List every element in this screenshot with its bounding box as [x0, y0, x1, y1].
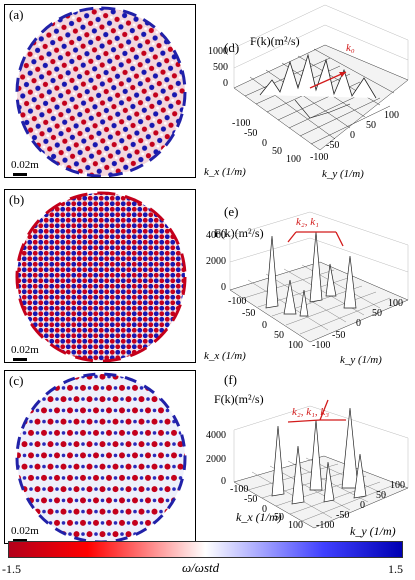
scale-label-b: 0.02m [11, 344, 39, 356]
ky-tick-e-4: 100 [388, 298, 403, 309]
kx-label-e: k_x (1/m) [204, 350, 246, 362]
ky-tick-f-1: -50 [336, 510, 350, 521]
ky-tick-f-0: -100 [316, 520, 335, 531]
ztick-f-1: 2000 [206, 454, 226, 465]
annotation-d: k₀ [346, 42, 355, 54]
kx-tick-d-0: -100 [232, 118, 251, 129]
colorbar [8, 541, 403, 558]
vorticity-field-c [15, 372, 187, 543]
panel-label-f: (f) [224, 372, 237, 387]
ky-tick-e-2: 0 [356, 318, 361, 329]
spectrum-panel-f: (f) F(k)(m²/s) 4000 2000 0 k₂, k₁, k₃ -1… [200, 370, 415, 540]
scale-label-c: 0.02m [11, 525, 39, 537]
ztick-f-2: 0 [221, 476, 226, 487]
panel-label-c: (c) [9, 373, 24, 388]
surface-plot-d [233, 4, 409, 151]
kx-tick-e-2: 0 [262, 320, 267, 331]
kx-tick-e-3: 50 [274, 330, 284, 341]
vorticity-field-a [15, 6, 187, 177]
ky-tick-d-1: -50 [326, 140, 340, 151]
ky-label-e: k_y (1/m) [340, 354, 382, 366]
kx-tick-d-3: 50 [272, 146, 282, 157]
kx-tick-d-1: -50 [244, 128, 258, 139]
vorticity-panel-b: (b) 0.02m [4, 189, 196, 363]
panel-label-a: (a) [9, 7, 24, 22]
kx-tick-d-4: 100 [286, 154, 301, 165]
kx-tick-f-3: 50 [274, 512, 284, 523]
ky-label-d: k_y (1/m) [322, 168, 364, 180]
scale-bar-b [13, 358, 27, 361]
scale-bar-a [13, 173, 27, 176]
ky-tick-d-2: 0 [350, 130, 355, 141]
kx-tick-e-1: -50 [242, 308, 256, 319]
ky-label-f: k_y (1/m) [350, 524, 396, 538]
ztick-f-0: 4000 [206, 430, 226, 441]
kx-tick-e-4: 100 [288, 340, 303, 351]
kx-tick-f-1: -50 [244, 494, 258, 505]
vorticity-field-b [15, 191, 187, 362]
ztick-e-1: 2000 [206, 256, 226, 267]
kx-tick-d-2: 0 [262, 138, 267, 149]
zlabel-d: F(k)(m²/s) [250, 34, 300, 48]
surface-plot-f [233, 399, 409, 529]
panel-label-e: (e) [224, 204, 239, 219]
ky-tick-f-4: 100 [390, 480, 405, 491]
ztick-d-0: 1000 [208, 46, 228, 57]
spectrum-panel-e: (e) F(k)(m²/s) 4000 2000 0 k₂, k₁ -100 -… [200, 190, 415, 375]
ky-tick-e-0: -100 [312, 340, 331, 351]
kx-label-f: k_x (1/m) [236, 510, 282, 524]
ky-tick-f-2: 0 [360, 500, 365, 511]
ztick-e-0: 4000 [206, 230, 226, 241]
surface-plot-e [229, 211, 409, 343]
annotation-e: k₂, k₁ [296, 216, 319, 228]
kx-tick-f-2: 0 [262, 504, 267, 515]
ky-tick-d-0: -100 [310, 152, 329, 163]
ky-tick-f-3: 50 [376, 490, 386, 501]
colorbar-title: ω/ωstd [182, 560, 220, 575]
spectrum-panel-d: (d) F(k)(m²/s) 1000 500 0 k₀ -100 -50 0 … [200, 0, 415, 185]
scale-bar-c [13, 539, 27, 542]
panel-label-d: (d) [224, 40, 240, 55]
kx-label-d: k_x (1/m) [204, 166, 246, 178]
colorbar-min-label: -1.5 [2, 562, 21, 576]
ztick-d-1: 500 [213, 62, 228, 73]
kx-tick-f-4: 100 [288, 520, 303, 531]
annotation-f: k₂, k₁, k₃ [292, 406, 330, 418]
ky-tick-d-3: 50 [366, 120, 376, 131]
zlabel-f: F(k)(m²/s) [214, 392, 264, 406]
ky-tick-d-4: 100 [384, 110, 399, 121]
ky-tick-e-3: 50 [372, 308, 382, 319]
vorticity-panel-c: (c) 0.02m [4, 370, 196, 544]
panel-label-b: (b) [9, 192, 25, 207]
vorticity-panel-a: (a) 0.02m [4, 4, 196, 178]
scale-label-a: 0.02m [11, 159, 39, 171]
kx-tick-e-0: -100 [228, 296, 247, 307]
ztick-e-2: 0 [221, 282, 226, 293]
colorbar-max-label: 1.5 [388, 562, 403, 576]
kx-tick-f-0: -100 [230, 484, 249, 495]
ky-tick-e-1: -50 [332, 330, 346, 341]
ztick-d-2: 0 [223, 78, 228, 89]
